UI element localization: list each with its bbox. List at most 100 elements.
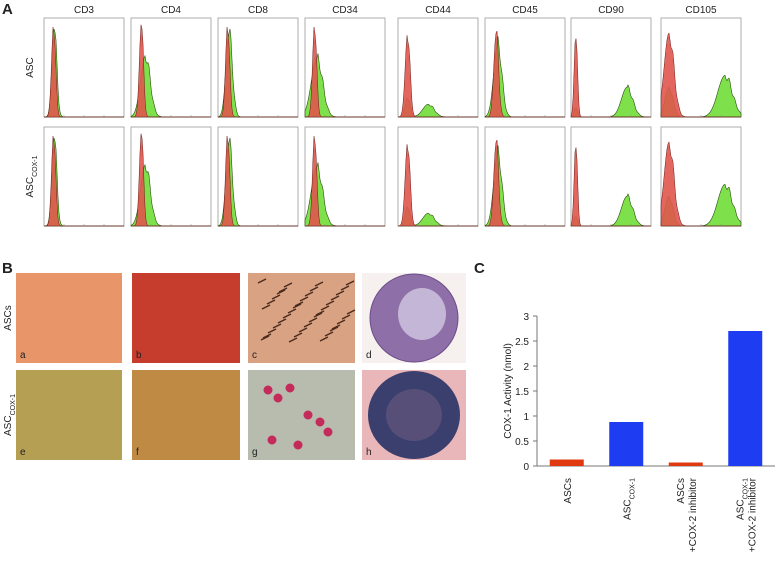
tissue-core (386, 389, 442, 441)
row-label: ASCCOX-1 (25, 155, 39, 197)
stain-streak (267, 328, 277, 334)
stain-streak (294, 301, 304, 307)
label-text: ASCs (563, 478, 574, 504)
row-label: ASCCOX-1 (3, 394, 17, 436)
image-label: g (252, 447, 258, 458)
marker-label: CD4 (161, 5, 181, 16)
stain-streak (319, 336, 329, 342)
x-tick-label: ASCCOX-1 (735, 478, 749, 520)
x-tick-label: +COX-2 inhibitor (688, 477, 699, 552)
histogram-red (218, 136, 298, 227)
stain-streak (329, 326, 339, 332)
label-subscript: COX-1 (742, 478, 749, 500)
label-text: +COX-2 inhibitor (747, 477, 758, 552)
image-label: a (20, 350, 26, 361)
histogram-frame (570, 17, 652, 118)
label-subscript: COX-1 (32, 155, 39, 177)
stain-streak (314, 281, 324, 287)
micrograph (16, 273, 122, 363)
label-text: +COX-2 inhibitor (688, 477, 699, 552)
stain-streak (325, 300, 335, 306)
marker-label: CD3 (74, 5, 94, 16)
histogram-red (44, 27, 124, 118)
histogram-red (131, 133, 211, 227)
stain-streak (315, 310, 325, 316)
micrograph (248, 273, 355, 363)
y-tick-label: 0 (523, 462, 529, 473)
y-tick-label: 2.5 (515, 337, 529, 348)
histogram-red (397, 35, 478, 118)
y-tick-label: 0.5 (515, 437, 529, 448)
stain-streak (292, 303, 302, 309)
stain-streak (271, 294, 281, 300)
label-text: ASC (622, 499, 633, 520)
stain-streak (345, 280, 355, 286)
panel-label: B (2, 260, 13, 277)
micrograph (132, 273, 240, 363)
stain-streak (304, 291, 314, 297)
stain-dot (323, 427, 333, 437)
stain-streak (341, 314, 351, 320)
panel-label: A (2, 1, 13, 18)
row-label: ASC (25, 57, 36, 78)
marker-label: CD45 (512, 5, 538, 16)
stain-streak (266, 299, 276, 305)
micrograph (132, 370, 240, 460)
micrograph (16, 370, 122, 460)
y-tick-label: 1.5 (515, 387, 529, 398)
histogram-red (305, 136, 385, 227)
image-label: f (136, 447, 139, 458)
stain-streak (277, 318, 287, 324)
stain-dot (263, 385, 273, 395)
stain-streak (320, 305, 330, 311)
stain-streak (260, 335, 270, 341)
histogram-red (485, 139, 565, 227)
stain-streak (257, 278, 267, 284)
histogram-red (131, 24, 211, 118)
label-subscript: COX-1 (629, 478, 636, 500)
stain-streak (278, 287, 288, 293)
stain-streak (287, 308, 297, 314)
stain-streak (308, 317, 318, 323)
stain-dot (273, 393, 283, 403)
stain-streak (288, 337, 298, 343)
bar (609, 422, 644, 466)
stain-streak (336, 319, 346, 325)
image-label: c (252, 350, 257, 361)
stain-streak (293, 332, 303, 338)
stain-streak (309, 286, 319, 292)
stain-streak (276, 289, 286, 295)
stain-streak (283, 282, 293, 288)
stain-streak (313, 312, 323, 318)
label-text: ASC (3, 415, 14, 436)
histogram-red (485, 30, 565, 118)
stain-streak (331, 324, 341, 330)
histogram-frame (43, 126, 125, 227)
image-label: h (366, 447, 372, 458)
stain-streak (303, 322, 313, 328)
marker-label: CD90 (598, 5, 624, 16)
row-label: ASCs (3, 305, 14, 331)
stain-streak (346, 309, 356, 315)
histogram-red (397, 144, 478, 227)
image-label: d (366, 350, 372, 361)
stain-streak (282, 313, 292, 319)
label-text: ASC (25, 57, 36, 78)
marker-label: CD105 (685, 5, 717, 16)
stain-streak (298, 327, 308, 333)
stain-streak (261, 304, 271, 310)
stain-streak (262, 333, 272, 339)
stain-dot (267, 435, 277, 445)
stain-dot (285, 383, 295, 393)
marker-label: CD34 (332, 5, 358, 16)
y-tick-label: 3 (523, 312, 529, 323)
bar (728, 331, 763, 466)
stain-streak (340, 285, 350, 291)
stain-dot (315, 417, 325, 427)
stain-streak (330, 295, 340, 301)
bar (549, 459, 584, 466)
histogram-frame (570, 126, 652, 227)
stain-streak (272, 323, 282, 329)
label-text: ASC (735, 499, 746, 520)
